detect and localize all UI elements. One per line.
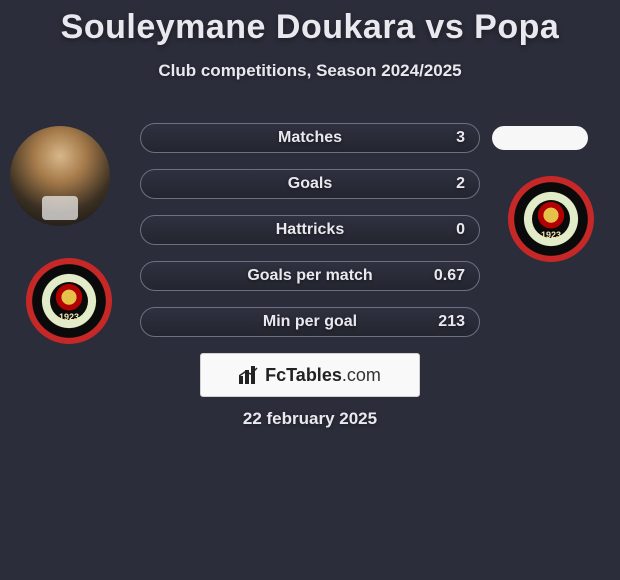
stat-label: Matches <box>278 129 342 147</box>
club-badge-right: 1923 <box>508 176 594 262</box>
footer-empty <box>0 440 620 580</box>
stat-value-right: 0 <box>456 221 465 239</box>
player-photo-left <box>10 126 110 226</box>
stat-value-right: 3 <box>456 129 465 147</box>
brand-link[interactable]: FcTables.com <box>200 353 420 397</box>
page-title: Souleymane Doukara vs Popa <box>0 0 620 47</box>
stat-label: Goals <box>288 175 332 193</box>
stat-label: Goals per match <box>247 267 372 285</box>
stats-list: Matches 3 Goals 2 Hattricks 0 Goals per … <box>140 123 480 353</box>
club-badge-left: 1923 <box>26 258 112 344</box>
subtitle: Club competitions, Season 2024/2025 <box>0 61 620 81</box>
stat-row-matches: Matches 3 <box>140 123 480 153</box>
stat-value-right: 213 <box>438 313 465 331</box>
player-photo-right-placeholder <box>492 126 588 150</box>
stat-label: Hattricks <box>276 221 344 239</box>
brand-text: FcTables.com <box>265 365 381 386</box>
stat-row-goals: Goals 2 <box>140 169 480 199</box>
bar-chart-icon <box>239 366 259 384</box>
stat-value-right: 2 <box>456 175 465 193</box>
comparison-card: Souleymane Doukara vs Popa Club competit… <box>0 0 620 580</box>
brand-domain: .com <box>342 365 381 385</box>
stat-label: Min per goal <box>263 313 357 331</box>
club-badge-right-year: 1923 <box>541 230 561 240</box>
stat-row-hattricks: Hattricks 0 <box>140 215 480 245</box>
brand-name: FcTables <box>265 365 342 385</box>
stat-row-gpm: Goals per match 0.67 <box>140 261 480 291</box>
date-text: 22 february 2025 <box>0 409 620 429</box>
stat-row-mpg: Min per goal 213 <box>140 307 480 337</box>
stat-value-right: 0.67 <box>434 267 465 285</box>
club-badge-left-year: 1923 <box>59 312 79 322</box>
